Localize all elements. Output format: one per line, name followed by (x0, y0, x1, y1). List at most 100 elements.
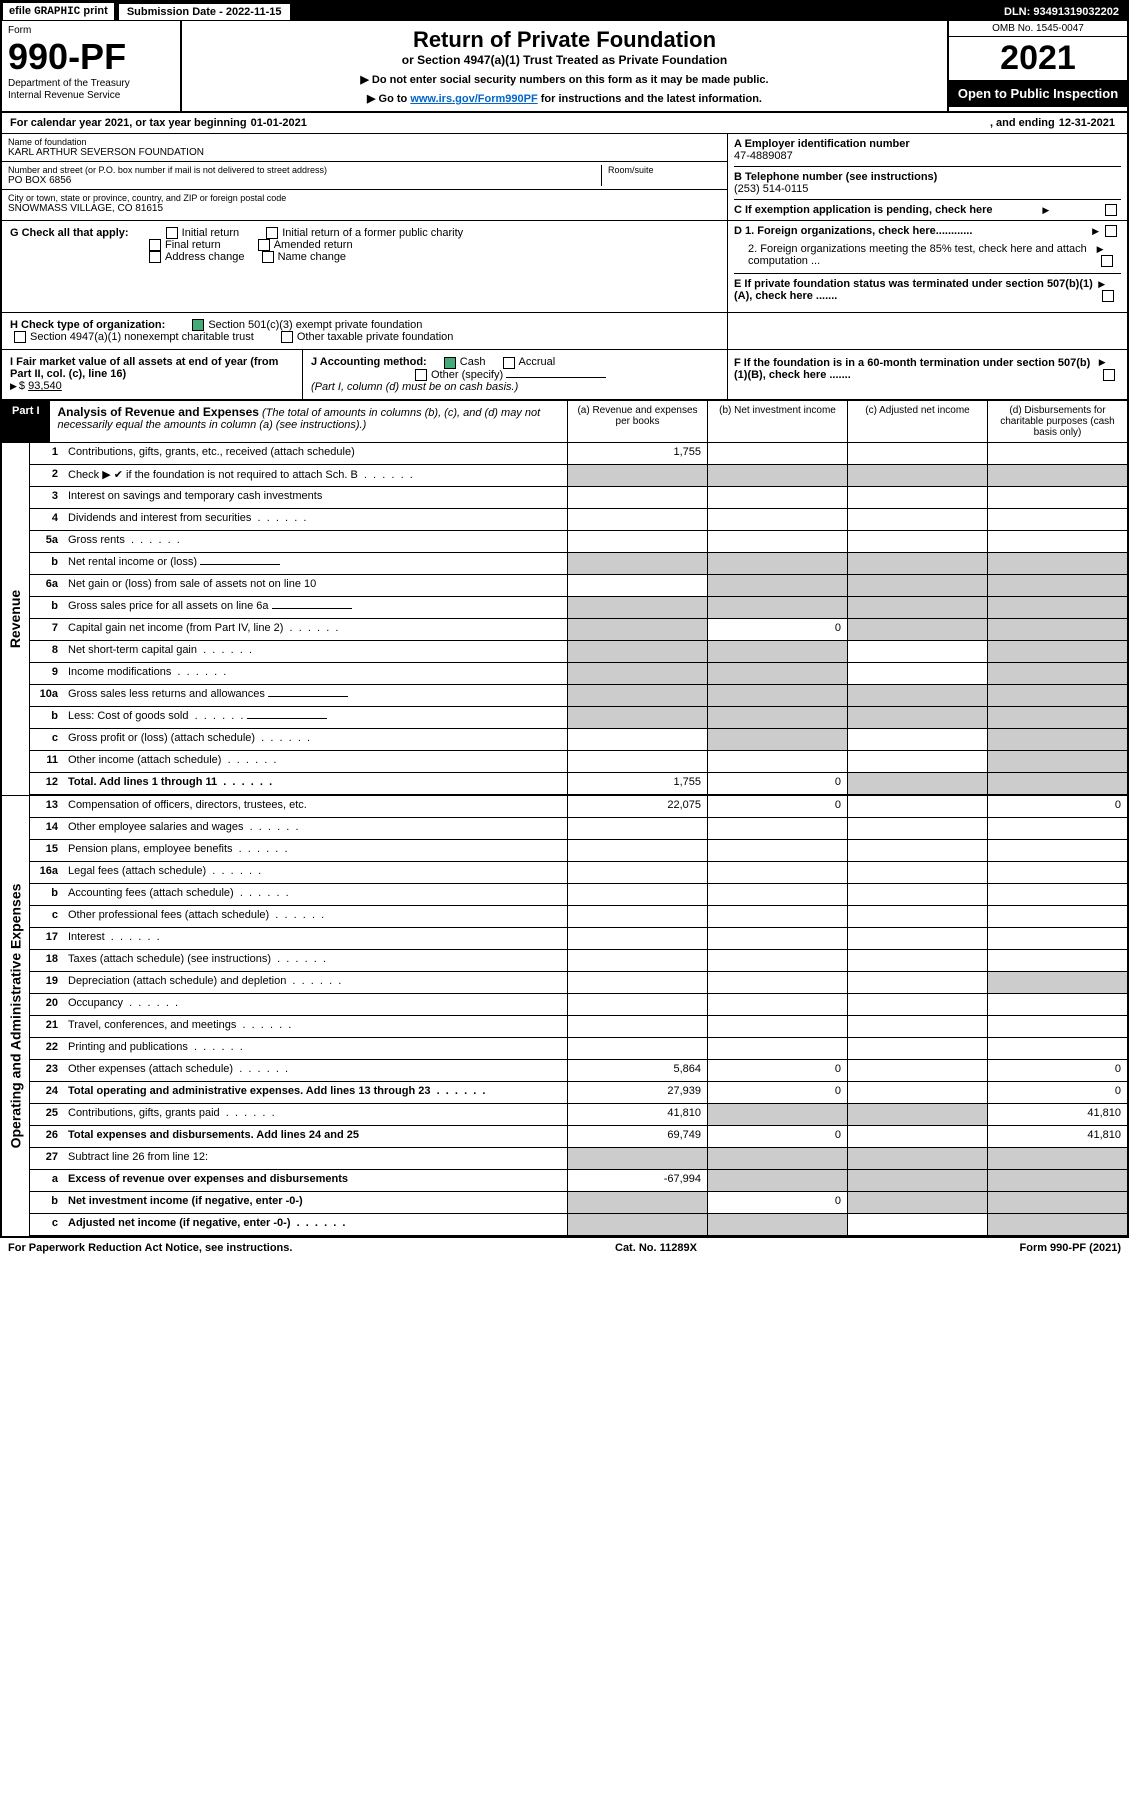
table-row: 24Total operating and administrative exp… (30, 1082, 1127, 1104)
cell-c (847, 1126, 987, 1147)
row-label: Gross rents . . . . . . (62, 531, 567, 552)
cell-b (707, 509, 847, 530)
name-address-block: Name of foundation KARL ARTHUR SEVERSON … (2, 134, 1127, 221)
d2-checkbox[interactable] (1101, 255, 1113, 267)
cell-d (987, 685, 1127, 706)
row-number: 15 (30, 840, 62, 861)
g-final-checkbox[interactable] (149, 239, 161, 251)
footer-right: Form 990-PF (2021) (1020, 1242, 1121, 1254)
cell-b (707, 884, 847, 905)
row-label: Adjusted net income (if negative, enter … (62, 1214, 567, 1235)
arrow-icon (1098, 278, 1107, 290)
g-address-checkbox[interactable] (149, 251, 161, 263)
cell-d (987, 972, 1127, 993)
j-other-checkbox[interactable] (415, 369, 427, 381)
cell-d: 0 (987, 796, 1127, 817)
row-number: 17 (30, 928, 62, 949)
row-label: Accounting fees (attach schedule) . . . … (62, 884, 567, 905)
row-label: Travel, conferences, and meetings . . . … (62, 1016, 567, 1037)
cell-d (987, 597, 1127, 618)
cell-d (987, 707, 1127, 728)
foundation-name-row: Name of foundation KARL ARTHUR SEVERSON … (2, 134, 727, 162)
cell-d (987, 509, 1127, 530)
cell-c (847, 1170, 987, 1191)
j-other: Other (specify) (431, 369, 503, 381)
dln-label: DLN: 93491319032202 (996, 4, 1127, 20)
e-checkbox[interactable] (1102, 290, 1114, 302)
cell-a (567, 862, 707, 883)
cell-a (567, 663, 707, 684)
c-checkbox[interactable] (1105, 204, 1117, 216)
cell-c (847, 1038, 987, 1059)
dept-irs: Internal Revenue Service (8, 90, 174, 102)
cell-a (567, 950, 707, 971)
cell-a (567, 1016, 707, 1037)
cell-b (707, 840, 847, 861)
cell-a (567, 465, 707, 486)
g-initial-former: Initial return of a former public charit… (282, 227, 463, 239)
col-c-header: (c) Adjusted net income (847, 401, 987, 442)
cell-a (567, 906, 707, 927)
cell-b: 0 (707, 796, 847, 817)
form-number: 990-PF (8, 36, 174, 78)
name-right: A Employer identification number 47-4889… (727, 134, 1127, 220)
top-bar: efile GRAPHIC print Submission Date - 20… (2, 2, 1127, 21)
cell-d (987, 1214, 1127, 1235)
cell-c (847, 840, 987, 861)
cell-b (707, 751, 847, 772)
open-public: Open to Public Inspection (949, 80, 1127, 107)
cell-c (847, 685, 987, 706)
table-row: 17Interest . . . . . . (30, 928, 1127, 950)
g-left: G Check all that apply: Initial return I… (2, 221, 727, 312)
city-value: SNOWMASS VILLAGE, CO 81615 (8, 203, 721, 214)
h1-checkbox[interactable] (192, 319, 204, 331)
table-row: 26Total expenses and disbursements. Add … (30, 1126, 1127, 1148)
row-label: Excess of revenue over expenses and disb… (62, 1170, 567, 1191)
row-number: 7 (30, 619, 62, 640)
f-checkbox[interactable] (1103, 369, 1115, 381)
cell-c (847, 994, 987, 1015)
cell-b: 0 (707, 619, 847, 640)
cell-d (987, 773, 1127, 794)
tax-year: 2021 (949, 37, 1127, 80)
row-number: 19 (30, 972, 62, 993)
cell-d (987, 729, 1127, 750)
irs-link[interactable]: www.irs.gov/Form990PF (410, 93, 537, 105)
h3-checkbox[interactable] (281, 331, 293, 343)
cell-c (847, 509, 987, 530)
j-cash-checkbox[interactable] (444, 357, 456, 369)
cell-d: 0 (987, 1082, 1127, 1103)
row-number: 3 (30, 487, 62, 508)
j-accrual-checkbox[interactable] (503, 357, 515, 369)
cell-d: 41,810 (987, 1104, 1127, 1125)
d2-label: 2. Foreign organizations meeting the 85%… (734, 243, 1097, 267)
cell-d (987, 443, 1127, 464)
cell-b (707, 443, 847, 464)
cell-b: 0 (707, 1082, 847, 1103)
cell-b: 0 (707, 1060, 847, 1081)
table-row: 22Printing and publications . . . . . . (30, 1038, 1127, 1060)
row-label: Printing and publications . . . . . . (62, 1038, 567, 1059)
cell-b (707, 575, 847, 596)
row-label: Compensation of officers, directors, tru… (62, 796, 567, 817)
g-amended-checkbox[interactable] (258, 239, 270, 251)
cell-a (567, 707, 707, 728)
d1-checkbox[interactable] (1105, 225, 1117, 237)
omb-number: OMB No. 1545-0047 (949, 21, 1127, 37)
cell-b (707, 928, 847, 949)
cell-b: 0 (707, 1126, 847, 1147)
print-link[interactable]: print (83, 5, 107, 17)
cell-a (567, 553, 707, 574)
row-number: 10a (30, 685, 62, 706)
row-label: Legal fees (attach schedule) . . . . . . (62, 862, 567, 883)
row-label: Net gain or (loss) from sale of assets n… (62, 575, 567, 596)
cell-c (847, 531, 987, 552)
g-initial-former-checkbox[interactable] (266, 227, 278, 239)
g-initial-checkbox[interactable] (166, 227, 178, 239)
cell-a (567, 928, 707, 949)
cell-b (707, 1104, 847, 1125)
row-label: Other professional fees (attach schedule… (62, 906, 567, 927)
g-namechange-checkbox[interactable] (262, 251, 274, 263)
revenue-text: Revenue (8, 589, 24, 647)
h2-checkbox[interactable] (14, 331, 26, 343)
